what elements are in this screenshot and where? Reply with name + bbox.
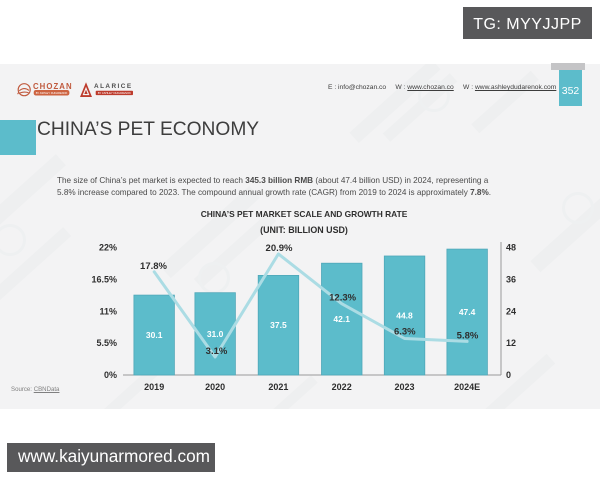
svg-text:22%: 22% [99, 243, 117, 253]
svg-text:CHOZAN: CHOZAN [33, 82, 73, 91]
svg-text:5.5%: 5.5% [96, 338, 117, 348]
svg-text:5.8%: 5.8% [457, 330, 479, 341]
svg-text:42.1: 42.1 [333, 314, 350, 324]
svg-text:47.4: 47.4 [459, 307, 476, 317]
svg-text:48: 48 [506, 243, 516, 253]
svg-text:2023: 2023 [394, 382, 414, 392]
svg-text:2024E: 2024E [454, 382, 480, 392]
svg-text:16.5%: 16.5% [91, 274, 117, 284]
svg-text:0: 0 [506, 370, 511, 380]
svg-text:3.1%: 3.1% [206, 346, 228, 357]
svg-text:17.8%: 17.8% [140, 261, 167, 272]
svg-text:36: 36 [506, 274, 516, 284]
svg-text:BY ASHLEY DUDARENOK: BY ASHLEY DUDARENOK [36, 91, 68, 95]
svg-text:6.3%: 6.3% [394, 327, 416, 338]
svg-text:0%: 0% [104, 370, 117, 380]
svg-text:2020: 2020 [205, 382, 225, 392]
svg-text:24: 24 [506, 306, 516, 316]
svg-text:BY ASHLEY DUDARENOK: BY ASHLEY DUDARENOK [98, 91, 132, 95]
svg-text:2022: 2022 [332, 382, 352, 392]
svg-text:44.8: 44.8 [396, 311, 413, 321]
svg-text:31.0: 31.0 [207, 329, 224, 339]
svg-text:ALARICE: ALARICE [94, 83, 133, 90]
svg-text:12.3%: 12.3% [329, 293, 356, 304]
svg-text:20.9%: 20.9% [266, 243, 293, 254]
svg-text:30.1: 30.1 [146, 330, 163, 340]
svg-text:2021: 2021 [268, 382, 288, 392]
svg-text:37.5: 37.5 [270, 320, 287, 330]
svg-text:12: 12 [506, 338, 516, 348]
svg-text:2019: 2019 [144, 382, 164, 392]
svg-text:11%: 11% [99, 306, 117, 316]
